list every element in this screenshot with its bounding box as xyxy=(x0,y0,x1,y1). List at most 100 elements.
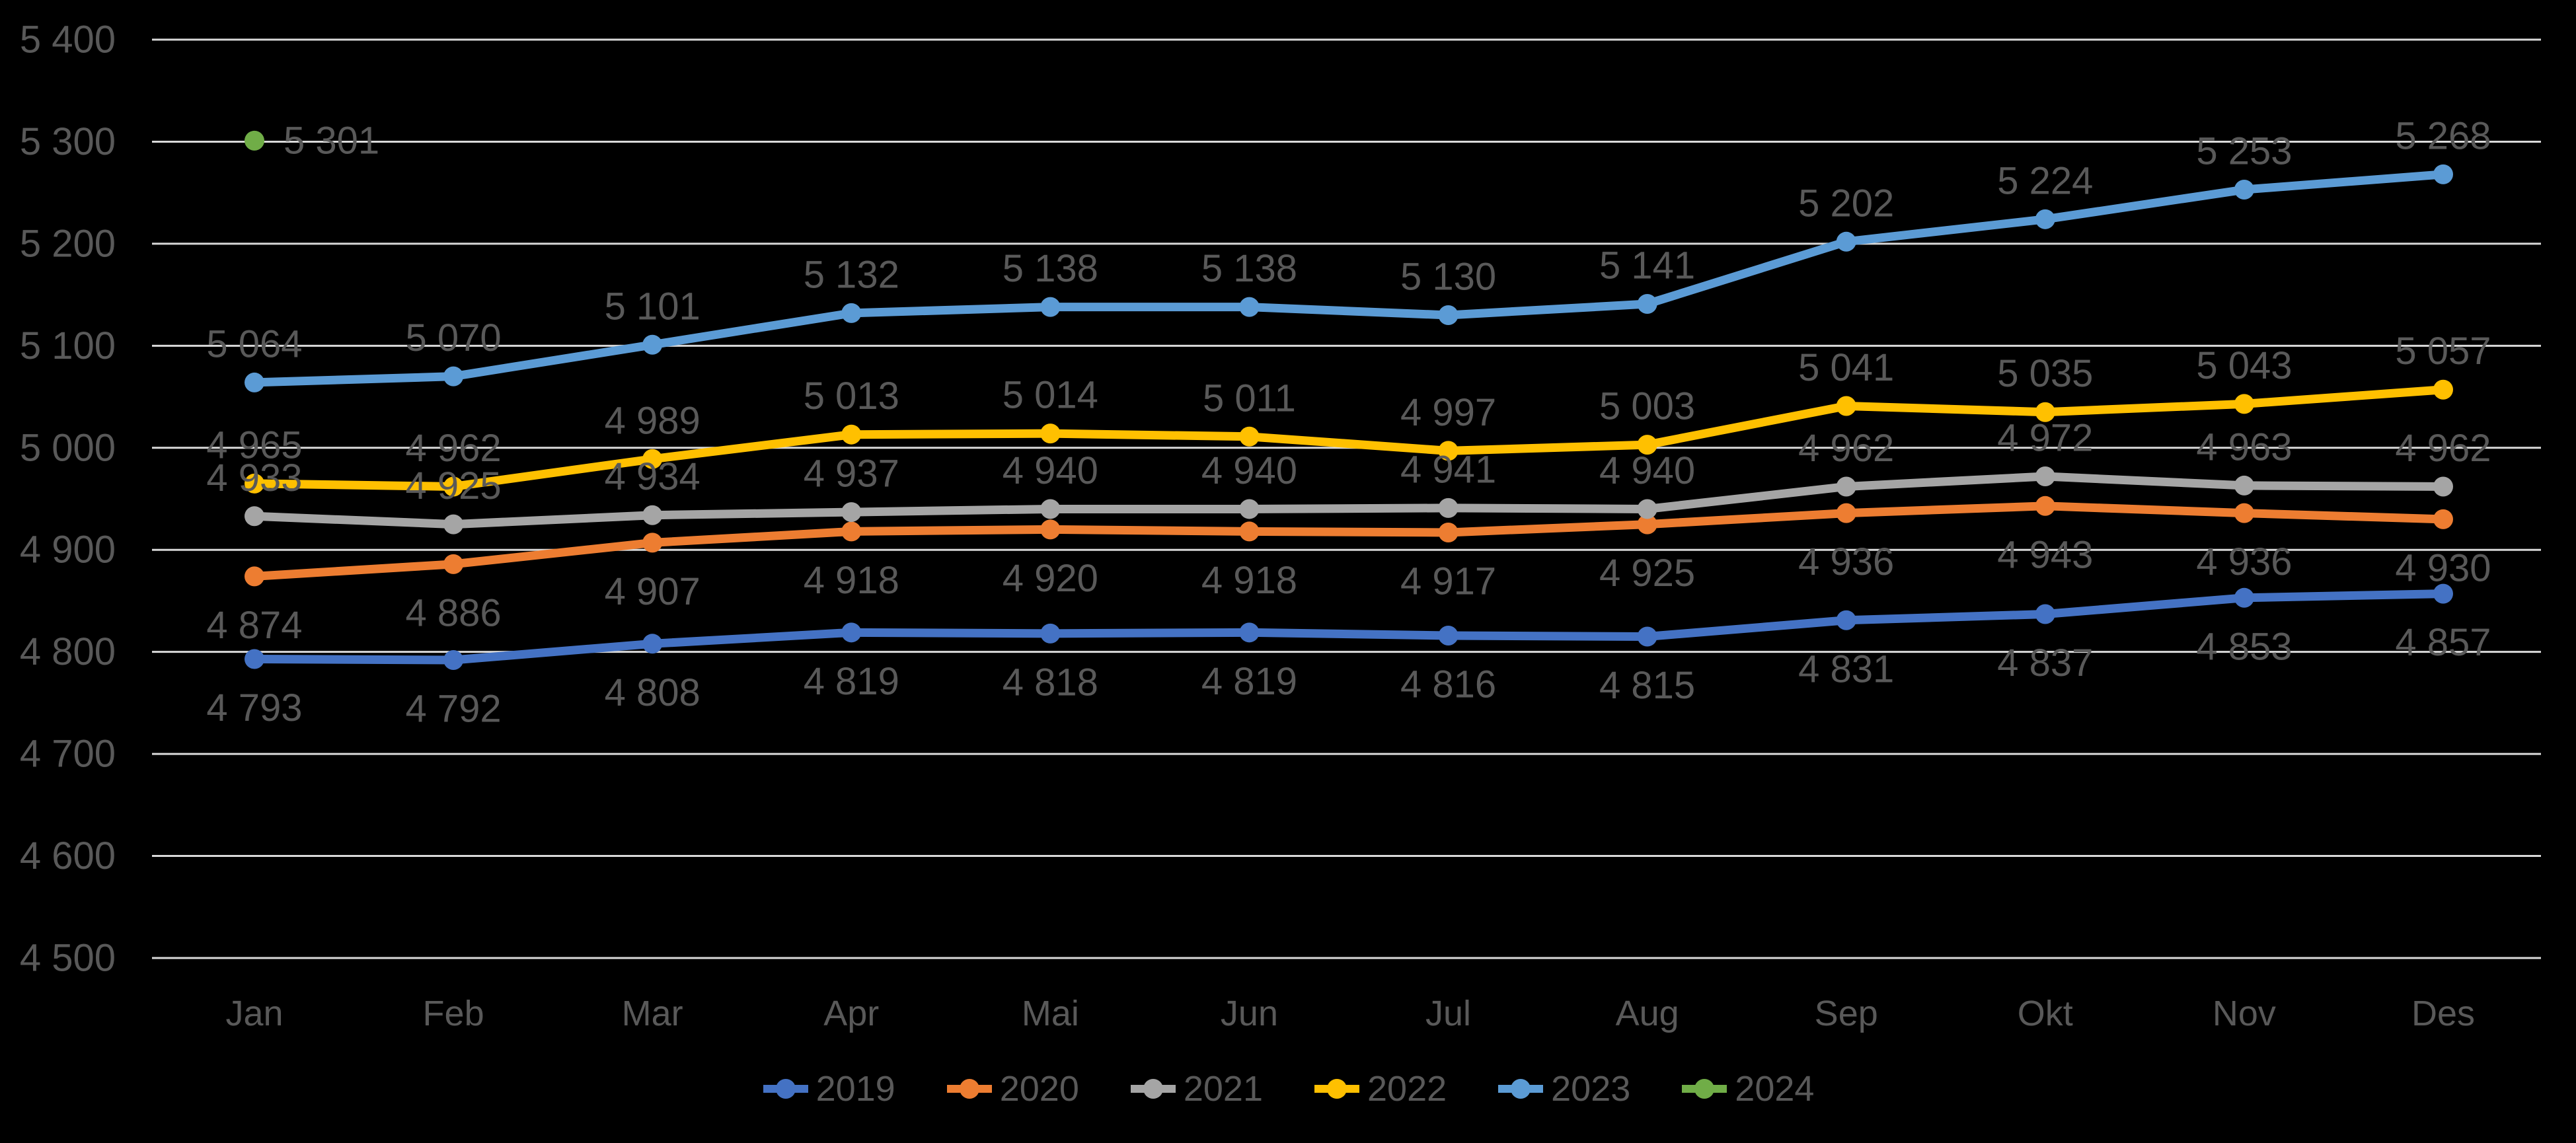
data-point-2020-Nov xyxy=(2234,503,2254,523)
data-label-2022-Apr: 5 013 xyxy=(804,375,899,418)
data-point-2023-Apr xyxy=(841,303,862,323)
x-axis-month-label: Feb xyxy=(423,994,484,1033)
data-point-2022-Okt xyxy=(2035,402,2055,422)
x-axis-month-label: Mai xyxy=(1022,994,1079,1033)
data-label-2020-Jan: 4 874 xyxy=(206,604,302,647)
x-axis-month-label: Nov xyxy=(2213,994,2276,1033)
data-point-2023-Des xyxy=(2433,164,2453,184)
data-point-2021-Nov xyxy=(2234,475,2254,496)
data-label-2019-Sep: 4 831 xyxy=(1798,647,1894,690)
data-point-2020-Okt xyxy=(2035,496,2055,516)
legend-label: 2019 xyxy=(815,1069,895,1109)
y-axis-tick-label: 5 300 xyxy=(20,120,116,163)
data-label-2019-Mar: 4 808 xyxy=(605,671,701,714)
data-label-2023-Feb: 5 070 xyxy=(406,316,502,359)
legend-item-2020: 2020 xyxy=(946,1071,1079,1107)
data-point-2023-Mai xyxy=(1040,297,1061,317)
data-point-2022-Apr xyxy=(841,424,862,445)
data-point-2022-Nov xyxy=(2234,394,2254,414)
data-point-2021-Aug xyxy=(1637,499,1657,519)
data-label-2023-Mai: 5 138 xyxy=(1003,247,1098,290)
data-label-2019-Nov: 4 853 xyxy=(2196,625,2292,668)
data-point-2023-Sep xyxy=(1836,231,1856,252)
data-label-2022-Jul: 4 997 xyxy=(1400,391,1496,434)
data-point-2020-Jul xyxy=(1438,522,1458,542)
data-label-2020-Apr: 4 918 xyxy=(804,559,899,602)
data-point-2022-Mai xyxy=(1040,424,1061,444)
data-label-2023-Aug: 5 141 xyxy=(1599,244,1695,287)
data-point-2020-Sep xyxy=(1836,503,1856,523)
data-point-2021-Mai xyxy=(1040,499,1061,519)
x-axis-month-label: Sep xyxy=(1815,994,1878,1033)
data-label-2019-Jan: 4 793 xyxy=(206,686,302,729)
data-point-2022-Aug xyxy=(1637,435,1657,455)
data-point-2023-Nov xyxy=(2234,180,2254,200)
data-point-2019-Jul xyxy=(1438,625,1458,645)
y-axis-tick-label: 5 100 xyxy=(20,324,116,367)
x-axis-month-label: Jul xyxy=(1425,994,1471,1033)
x-axis-month-label: Mar xyxy=(622,994,683,1033)
data-point-2023-Jul xyxy=(1438,305,1458,325)
data-label-2020-Okt: 4 943 xyxy=(1997,533,2093,576)
data-point-2019-Jun xyxy=(1239,622,1260,643)
series-line-2021 xyxy=(250,472,2448,529)
data-point-2019-Feb xyxy=(443,650,464,671)
x-axis-month-label: Jan xyxy=(225,994,283,1033)
legend-item-2024: 2024 xyxy=(1681,1071,1814,1107)
data-label-2020-Jun: 4 918 xyxy=(1201,559,1297,602)
data-point-2019-Sep xyxy=(1836,610,1856,630)
data-label-2019-Feb: 4 792 xyxy=(406,688,502,731)
legend-key-icon xyxy=(1314,1079,1359,1099)
data-point-2021-Des xyxy=(2433,476,2453,497)
data-point-2022-Feb xyxy=(443,476,464,497)
y-axis-tick-label: 4 600 xyxy=(20,834,116,877)
data-point-2021-Mar xyxy=(642,505,663,525)
data-point-2021-Sep xyxy=(1836,476,1856,497)
data-point-2022-Jul xyxy=(1438,441,1458,461)
data-point-2022-Jan xyxy=(245,473,264,494)
data-label-2021-Nov: 4 963 xyxy=(2196,425,2292,468)
legend-key-icon xyxy=(1682,1079,1727,1099)
data-point-2019-Des xyxy=(2433,583,2453,604)
data-label-2021-Jun: 4 940 xyxy=(1201,449,1297,492)
data-label-2023-Mar: 5 101 xyxy=(605,285,701,328)
data-label-2021-Jul: 4 941 xyxy=(1400,448,1496,491)
y-axis-tick-label: 5 400 xyxy=(20,18,116,61)
legend-key-icon xyxy=(1130,1079,1176,1099)
data-point-2021-Feb xyxy=(443,514,464,535)
legend: 2019 2020 2021 2022 2023 2024 xyxy=(0,1056,2576,1122)
data-point-2023-Feb xyxy=(443,366,464,387)
data-label-2019-Jun: 4 819 xyxy=(1201,660,1297,703)
data-label-2023-Jul: 5 130 xyxy=(1400,256,1496,299)
data-point-2023-Mar xyxy=(642,334,663,355)
data-point-2020-Apr xyxy=(841,521,862,542)
data-point-2021-Jul xyxy=(1438,498,1458,518)
legend-key-icon xyxy=(946,1079,992,1099)
data-label-2019-Apr: 4 819 xyxy=(804,660,899,703)
data-point-2019-Aug xyxy=(1637,626,1657,647)
x-axis-month-label: Apr xyxy=(823,994,879,1033)
data-point-2020-Feb xyxy=(443,554,464,574)
data-point-2020-Jan xyxy=(245,566,264,587)
data-label-2019-Jul: 4 816 xyxy=(1400,663,1496,706)
legend-item-2021: 2021 xyxy=(1129,1071,1263,1107)
data-label-2021-Okt: 4 972 xyxy=(1997,417,2093,460)
legend-label: 2021 xyxy=(1183,1069,1263,1109)
data-label-2022-Mai: 5 014 xyxy=(1003,374,1098,417)
series-line-2023 xyxy=(250,170,2448,387)
series-line-2019 xyxy=(250,589,2448,665)
data-label-2022-Nov: 5 043 xyxy=(2196,344,2292,387)
data-point-2023-Jun xyxy=(1239,297,1260,317)
data-label-2023-Nov: 5 253 xyxy=(2196,130,2292,173)
data-point-2024-Jan xyxy=(245,130,264,151)
data-label-2021-Des: 4 962 xyxy=(2395,427,2491,470)
legend-key-icon xyxy=(1498,1079,1544,1099)
data-point-2019-Jan xyxy=(245,649,264,669)
data-label-2023-Des: 5 268 xyxy=(2395,114,2491,157)
data-point-2019-Apr xyxy=(841,622,862,643)
data-label-2021-Aug: 4 940 xyxy=(1599,449,1695,492)
legend-label: 2024 xyxy=(1735,1069,1815,1109)
data-point-2021-Apr xyxy=(841,502,862,523)
y-axis-tick-label: 4 700 xyxy=(20,733,116,776)
data-point-2019-Mar xyxy=(642,634,663,654)
